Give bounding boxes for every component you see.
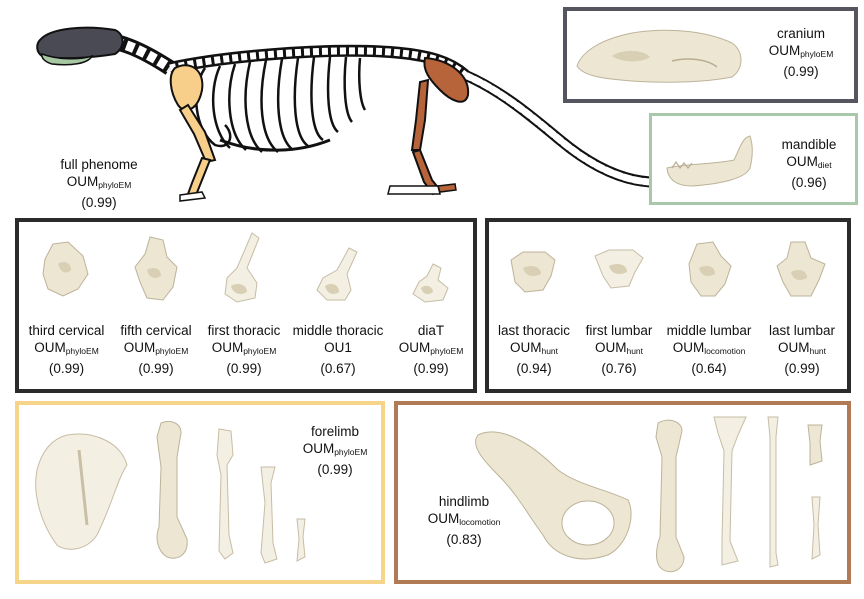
tibia-photo [713,416,747,566]
vertebra-title: last thoracic [497,323,571,338]
metatarsal-photo [811,496,821,560]
vertebra-label-fifth-cervical: fifth cervical OUMphyloEM (0.99) [111,322,201,377]
femur-photo [655,419,685,573]
vertebra-score: (0.99) [784,361,820,376]
vertebra-model: OUMphyloEM [34,340,99,356]
hindlimb-model: OUMlocomotion [427,511,501,527]
vertebra-title: fifth cervical [120,323,192,338]
full-phenome-title: full phenome [60,157,138,172]
vertebra-label-first-thoracic: first thoracic OUMphyloEM (0.99) [199,322,289,377]
hindlimb-title: hindlimb [438,494,490,509]
mandible-model: OUMdiet [786,154,832,170]
metacarpal-photo [296,518,306,562]
vertebra-model: OUMhunt [594,340,644,356]
vertebra-score: (0.99) [48,361,85,376]
ulna-photo [216,428,234,560]
vertebra-title: middle thoracic [292,323,384,338]
middle-thoracic-photo [316,247,358,301]
vertebra-score: (0.99) [226,361,262,376]
fibula-photo [767,416,779,568]
vertebra-score: (0.76) [601,361,637,376]
forelimb-title: forelimb [310,424,359,439]
mandible-photo [666,135,753,187]
first-thoracic-photo [224,232,260,303]
diat-photo [412,263,449,303]
forelimb-label: forelimb OUMphyloEM (0.99) [291,423,379,478]
vertebra-model: OUMphyloEM [211,340,277,356]
fifth-cervical-photo [134,236,178,301]
vertebra-label-middle-thoracic: middle thoracic OU1 (0.67) [287,322,389,377]
vertebra-label-third-cervical: third cervical OUMphyloEM (0.99) [19,322,114,377]
vertebra-score: (0.94) [516,361,552,376]
vertebra-title: diaT [417,323,445,338]
cranium-photo [576,29,742,83]
vertebra-score: (0.99) [413,361,449,376]
vertebra-title: middle lumbar [666,323,752,338]
mandible-label: mandible OUMdiet (0.96) [764,136,854,191]
forelimb-score: (0.99) [317,462,353,477]
vertebra-label-last-lumbar: last lumbar OUMhunt (0.99) [759,322,845,377]
hindlimb-panel: hindlimb OUMlocomotion (0.83) [394,401,851,584]
vertebra-model: OUMlocomotion [672,340,746,356]
mandible-score: (0.96) [791,175,827,190]
cranium-title: cranium [776,26,825,41]
first-lumbar-photo [594,249,644,289]
vertebra-title: third cervical [28,323,105,338]
pelvis-photo [475,431,632,560]
vertebra-model: OUMhunt [777,340,827,356]
mandible-title: mandible [781,137,837,152]
vertebra-score: (0.64) [691,361,727,376]
vertebra-label-first-lumbar: first lumbar OUMhunt (0.76) [577,322,661,377]
cranium-label: cranium OUMphyloEM (0.99) [751,25,851,80]
vertebra-title: first thoracic [207,323,281,338]
vertebra-label-last-thoracic: last thoracic OUMhunt (0.94) [489,322,579,377]
full-phenome-model: OUMphyloEM [66,174,132,190]
vertebra-model: OUMphyloEM [398,340,464,356]
radius-photo [260,466,278,564]
scapula-photo [35,433,128,550]
calcaneus-photo [807,424,823,466]
cranium-panel: cranium OUMphyloEM (0.99) [563,7,858,103]
vertebra-title: first lumbar [585,323,653,338]
vertebra-score: (0.67) [320,361,356,376]
anterior-vertebrae-panel: third cervical OUMphyloEM (0.99) fifth c… [15,218,477,393]
mandible-panel: mandible OUMdiet (0.96) [649,113,858,205]
posterior-vertebrae-panel: last thoracic OUMhunt (0.94) first lumba… [485,218,851,393]
last-lumbar-photo [776,241,826,297]
vertebra-model: OUMhunt [509,340,559,356]
hindlimb-score: (0.83) [446,532,482,547]
vertebra-score: (0.99) [138,361,174,376]
vertebra-model: OUMphyloEM [123,340,189,356]
cranium-model: OUMphyloEM [768,43,834,59]
hindlimb-label: hindlimb OUMlocomotion (0.83) [408,493,520,548]
last-thoracic-photo [510,251,556,293]
full-phenome-score: (0.99) [81,195,117,210]
forelimb-panel: forelimb OUMphyloEM (0.99) [15,401,385,584]
third-cervical-photo [42,241,89,297]
skeleton-illustration [36,26,676,202]
full-phenome-label: full phenome OUMphyloEM (0.99) [40,156,158,211]
vertebra-label-diat: diaT OUMphyloEM (0.99) [389,322,473,377]
vertebra-label-middle-lumbar: middle lumbar OUMlocomotion (0.64) [659,322,759,377]
humerus-photo [156,420,188,559]
vertebra-title: last lumbar [768,323,836,338]
vertebra-model: OU1 [324,340,352,355]
forelimb-model: OUMphyloEM [302,441,368,457]
middle-lumbar-photo [688,241,732,297]
cranium-score: (0.99) [783,64,819,79]
